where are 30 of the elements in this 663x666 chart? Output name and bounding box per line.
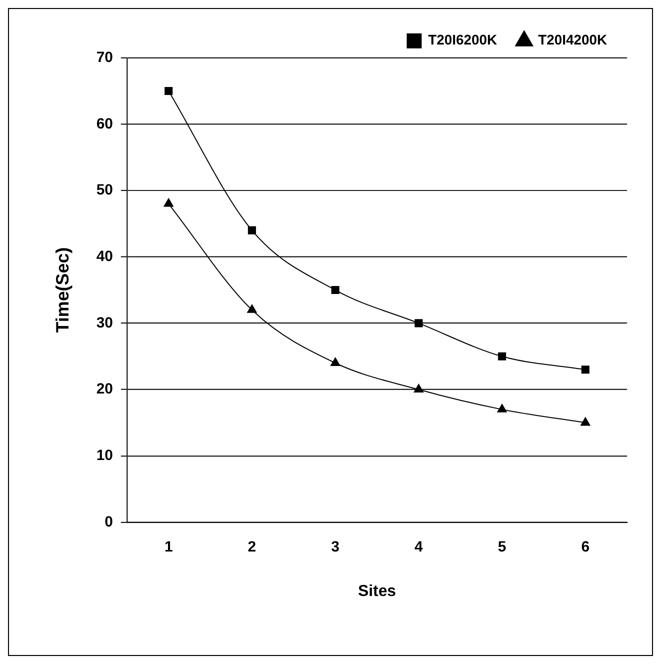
point (581, 366, 590, 374)
y-tick-label: 40 (96, 248, 113, 265)
x-tick-label: 4 (414, 538, 424, 556)
y-axis-title: Time(Sec) (52, 247, 73, 333)
x-axis-title: Sites (358, 582, 396, 600)
point (164, 86, 173, 96)
point (247, 304, 257, 313)
y-tick-label: 20 (96, 380, 113, 398)
legend-label: T20I6200K (428, 32, 498, 48)
point (498, 352, 506, 360)
point (414, 384, 424, 393)
point (414, 319, 423, 328)
point (497, 404, 507, 412)
point (164, 198, 174, 207)
x-tick-label: 5 (498, 538, 506, 556)
y-tick-label: 70 (96, 48, 113, 66)
x-tick-label: 3 (331, 538, 340, 556)
point (580, 417, 590, 426)
point (248, 226, 256, 234)
y-tick-label: 60 (96, 115, 113, 132)
y-tick-label: 10 (96, 447, 113, 464)
x-tick-label: 2 (248, 538, 256, 556)
point (330, 358, 340, 366)
x-tick-label: 6 (581, 538, 590, 556)
y-tick-label: 30 (96, 314, 113, 332)
y-tick-label: 50 (96, 182, 113, 199)
y-tick-label: 0 (104, 513, 113, 530)
legend-label: T20I4200K (538, 32, 608, 48)
point (331, 286, 340, 294)
x-tick-label: 1 (164, 538, 173, 556)
